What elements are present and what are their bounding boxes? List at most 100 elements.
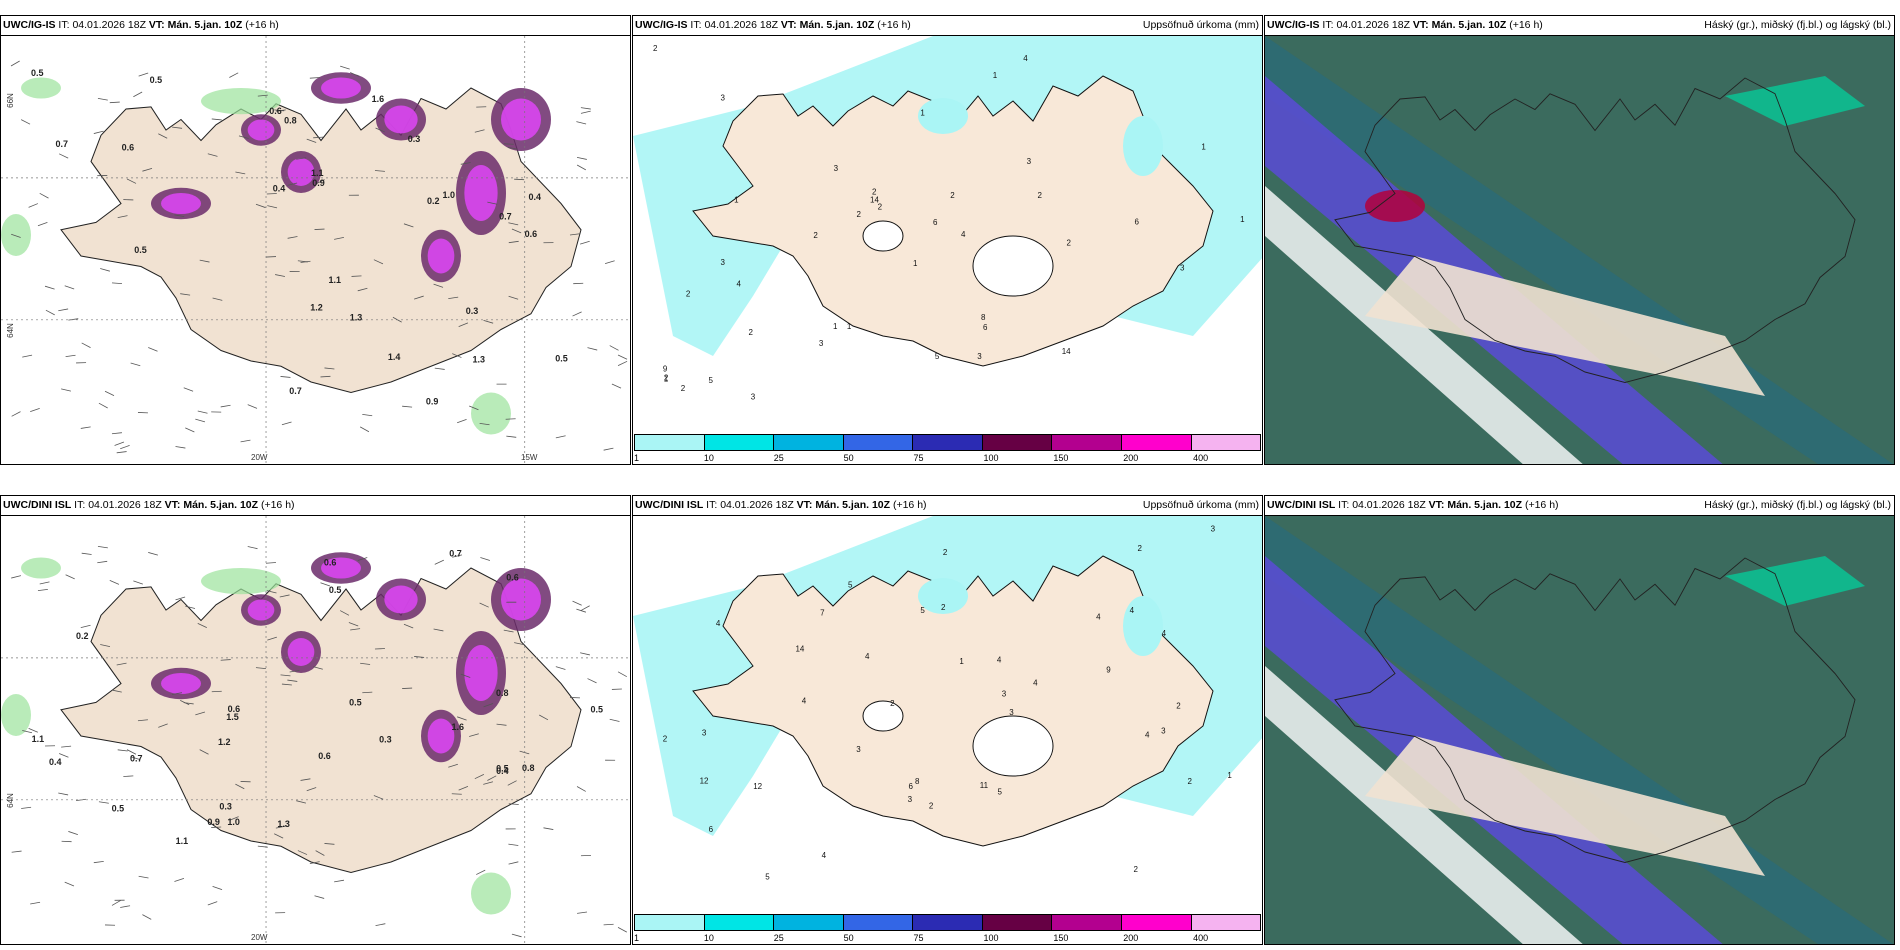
wind-barb: [483, 781, 494, 785]
wind-barb: [220, 404, 231, 408]
precip-value-label: 1: [920, 108, 925, 117]
wind-barb: [572, 311, 582, 317]
precip-value-label: 2: [664, 374, 669, 383]
precip-value-label: 14: [795, 644, 804, 653]
iceland-land: [1365, 256, 1765, 396]
snow-value-label: 0.7: [289, 386, 302, 396]
wind-barb: [280, 376, 291, 378]
wind-barb: [587, 347, 598, 351]
panel-snow-dini: UWC/DINI ISL IT: 04.01.2026 18Z VT: Mán.…: [0, 495, 631, 945]
colorbar-tick-label: 400: [1193, 453, 1209, 463]
wind-barb: [375, 923, 386, 927]
wind-barb: [130, 362, 141, 367]
precip-map: 2454971112145384123246432454326423243253…: [633, 516, 1262, 916]
wind-barb: [255, 203, 266, 208]
snow-value-label: 1.2: [218, 737, 231, 747]
wind-barb: [172, 692, 183, 695]
wind-barb: [211, 118, 222, 121]
wind-barb: [64, 881, 75, 887]
precip-value-label: 2: [686, 289, 691, 298]
wind-barb: [320, 375, 331, 378]
precip-area: [918, 98, 968, 134]
precip-patch: [471, 392, 511, 435]
wind-barb: [120, 445, 130, 450]
snow-wind-map: 0.5 0.7 0.3 0.6 0.2 0.4 1.6 0.9 0.8 1.2 0.5 0.3 1.3 0…: [1, 36, 630, 464]
lon-label-20w: 20W: [251, 453, 268, 462]
colorbar-tick-label: 200: [1123, 453, 1139, 463]
colorbar-tick-label: 10: [703, 453, 714, 463]
wind-barb: [44, 285, 55, 290]
wind-barb: [604, 260, 615, 265]
wind-barb: [158, 723, 168, 728]
precip-area: [918, 578, 968, 614]
panel-snow-igis: UWC/IG-IS IT: 04.01.2026 18Z VT: Mán. 5.…: [0, 15, 631, 465]
snow-value-label: 0.4: [273, 183, 286, 193]
wind-barb: [403, 223, 414, 228]
snow-value-label: 0.8: [496, 688, 509, 698]
wind-barb: [174, 214, 185, 218]
wind-barb: [448, 763, 458, 768]
wind-barb: [434, 367, 445, 370]
snow-core: [464, 645, 498, 701]
wind-barb: [514, 642, 525, 646]
wind-barb: [81, 342, 91, 348]
wind-barb: [175, 446, 186, 449]
wind-barb: [281, 421, 292, 426]
precip-map: 2368211369141454232132114323211223564221…: [633, 36, 1262, 436]
precip-value-label: 5: [997, 787, 1002, 796]
wind-barb: [576, 164, 587, 171]
colorbar-tick-label: 50: [843, 933, 854, 943]
precip-value-label: 3: [834, 164, 839, 173]
snow-core: [161, 193, 201, 214]
wind-barb: [65, 574, 75, 580]
wind-barb: [195, 711, 206, 716]
precip-value-label: 3: [1009, 708, 1014, 717]
precip-value-label: 2: [749, 328, 754, 337]
precip-value-label: 2: [1037, 191, 1042, 200]
snow-value-label: 1.0: [227, 817, 240, 827]
wind-barb: [133, 580, 143, 585]
wind-barb: [458, 786, 469, 791]
wind-barb: [315, 179, 325, 185]
wind-barb: [306, 138, 317, 143]
wind-barb: [479, 422, 490, 426]
colorbar-tick-label: 75: [913, 453, 924, 463]
wind-barb: [479, 602, 489, 608]
colorbar-cell: [1191, 434, 1262, 451]
wind-barb: [111, 282, 123, 285]
precip-value-label: 6: [933, 218, 938, 227]
wind-barb: [240, 439, 251, 443]
precip-value-label: 2: [856, 210, 861, 219]
cloud-band-high: [1365, 190, 1425, 222]
snow-wind-map: 0.50.40.30.50.60.91.20.70.50.20.41.10.80…: [1, 516, 630, 944]
precip-value-label: 1: [959, 657, 964, 666]
wind-barb: [211, 826, 222, 828]
wind-barb: [460, 162, 471, 165]
precip-value-label: 1: [1201, 142, 1206, 151]
precip-value-label: 2: [929, 802, 934, 811]
colorbar-tick-label: 400: [1193, 933, 1209, 943]
snow-value-label: 0.6: [506, 572, 519, 582]
precip-patch: [471, 872, 511, 915]
colorbar-tick-label: 200: [1123, 933, 1139, 943]
precip-value-label: 12: [753, 782, 762, 791]
colorbar-tick-label: 75: [913, 933, 924, 943]
precip-value-label: 3: [908, 795, 913, 804]
wind-barb: [235, 783, 245, 790]
snow-value-label: 0.6: [525, 229, 538, 239]
wind-barb: [274, 109, 285, 112]
precip-value-label: 2: [1134, 865, 1139, 874]
wind-barb: [22, 354, 33, 358]
snow-value-label: 1.1: [32, 734, 45, 744]
snow-value-label: 0.5: [150, 75, 163, 85]
wind-barb: [28, 203, 39, 208]
wind-barb: [474, 129, 485, 133]
precip-value-label: 8: [915, 777, 920, 786]
wind-barb: [433, 283, 444, 288]
wind-barb: [508, 843, 519, 846]
precip-value-label: 14: [1062, 347, 1071, 356]
wind-barb: [116, 451, 127, 454]
wind-barb: [452, 554, 463, 558]
wind-barb: [207, 901, 218, 906]
precip-value-label: 2: [1176, 701, 1181, 710]
